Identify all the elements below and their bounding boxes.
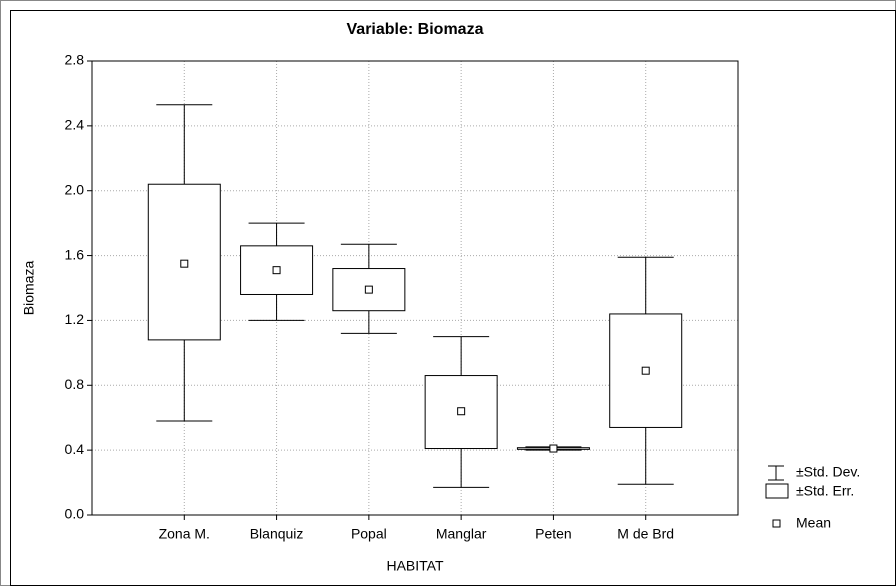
legend-mean-icon	[772, 519, 781, 528]
x-tick-label: Manglar	[436, 526, 487, 542]
y-tick-label: 0.8	[65, 376, 85, 392]
legend-se-icon	[765, 483, 789, 499]
chart-title: Variable: Biomaza	[347, 21, 484, 38]
x-tick-label: Peten	[535, 526, 572, 542]
x-tick-label: Blanquiz	[250, 526, 304, 542]
y-tick-label: 1.6	[65, 246, 85, 262]
mean-marker	[364, 285, 373, 294]
y-tick-label: 2.0	[65, 181, 85, 197]
y-tick-label: 0.4	[65, 441, 85, 457]
legend-label: ±Std. Err.	[796, 483, 854, 499]
legend-label: ±Std. Dev.	[796, 464, 860, 480]
legend-label: Mean	[796, 515, 831, 531]
y-tick-label: 2.8	[65, 52, 85, 68]
mean-marker	[272, 266, 281, 275]
x-tick-label: Popal	[351, 526, 387, 542]
y-tick-label: 1.2	[65, 311, 85, 327]
plot-border	[91, 60, 739, 516]
y-tick-label: 2.4	[65, 117, 85, 133]
x-axis-label: HABITAT	[386, 558, 443, 574]
mean-marker	[180, 259, 189, 268]
y-axis-label: Biomaza	[21, 261, 37, 316]
x-tick-label: M de Brd	[617, 526, 674, 542]
x-tick-label: Zona M.	[159, 526, 210, 542]
y-tick-label: 0.0	[65, 506, 85, 522]
mean-marker	[457, 407, 466, 416]
mean-marker	[641, 366, 650, 375]
mean-marker	[549, 444, 558, 453]
